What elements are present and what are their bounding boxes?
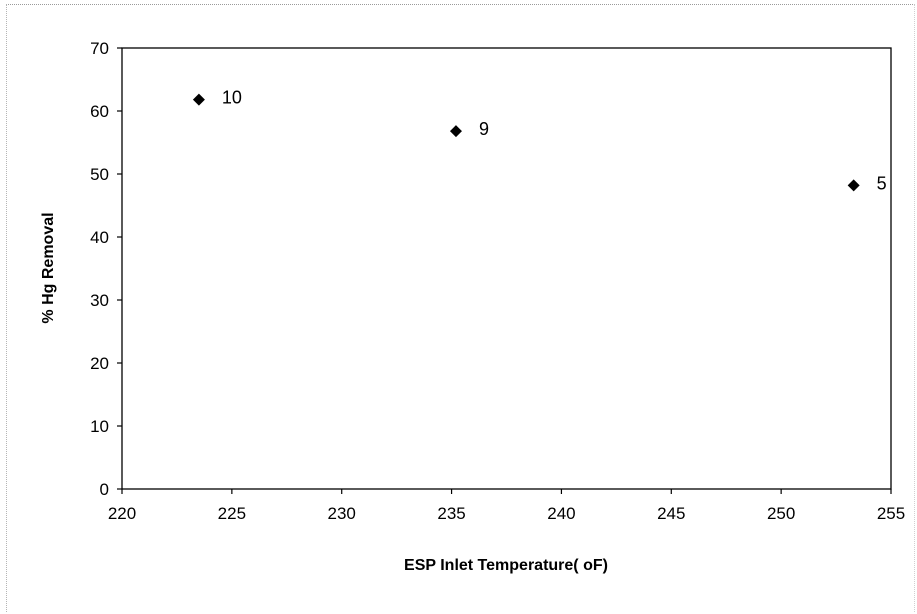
x-tick-label: 235 [437, 504, 465, 523]
data-points: 10 9 5 [192, 88, 887, 193]
x-tick-label: 240 [547, 504, 575, 523]
data-label: 5 [877, 173, 887, 193]
y-tick-label: 50 [90, 165, 109, 184]
x-axis-title: ESP Inlet Temperature( oF) [404, 557, 608, 574]
y-tick-label: 30 [90, 291, 109, 310]
x-tick-label: 220 [108, 504, 136, 523]
plot-area [121, 47, 892, 490]
y-tick-label: 60 [90, 102, 109, 121]
data-point-marker [449, 125, 462, 138]
y-tick-label: 10 [90, 417, 109, 436]
x-axis-ticks: 220 225 230 235 240 245 250 255 [108, 489, 905, 523]
y-tick-label: 20 [90, 354, 109, 373]
x-tick-label: 245 [657, 504, 685, 523]
x-tick-label: 250 [767, 504, 795, 523]
y-axis-ticks: 0 10 20 30 40 50 60 70 [90, 39, 122, 499]
y-tick-label: 70 [90, 39, 109, 58]
data-point-marker [847, 179, 860, 192]
x-tick-label: 225 [218, 504, 246, 523]
x-tick-label: 255 [877, 504, 905, 523]
data-label: 10 [222, 88, 242, 108]
data-point-marker [192, 93, 205, 106]
data-label: 9 [479, 119, 489, 139]
y-tick-label: 0 [100, 480, 109, 499]
chart-frame [6, 4, 915, 612]
x-tick-label: 230 [328, 504, 356, 523]
y-tick-label: 40 [90, 228, 109, 247]
y-axis-title: % Hg Removal [40, 212, 57, 323]
